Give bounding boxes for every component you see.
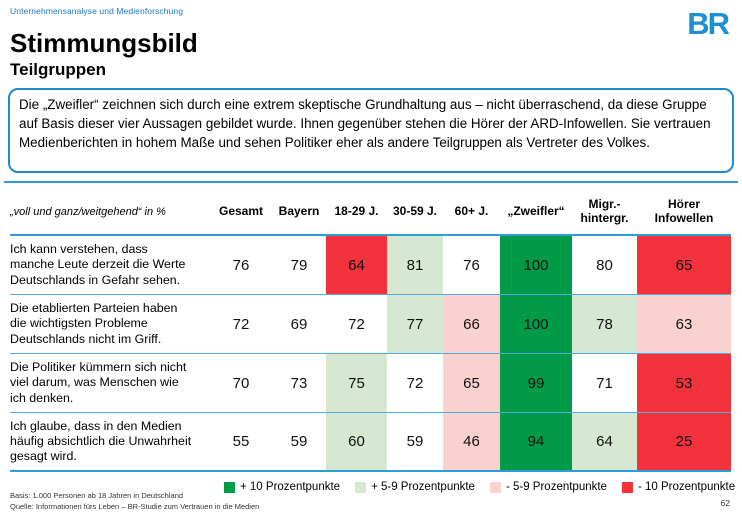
legend-item: + 10 Prozentpunkte [224, 481, 340, 493]
value-cell: 81 [387, 236, 443, 294]
value-cell: 59 [272, 413, 326, 470]
value-cell: 76 [443, 236, 500, 294]
value-cell: 72 [210, 295, 272, 353]
column-header: 18-29 J. [334, 204, 379, 219]
page-subtitle: Teilgruppen [10, 60, 107, 79]
legend-item: + 5-9 Prozentpunkte [355, 481, 475, 493]
legend-swatch [489, 481, 501, 493]
column-header: Gesamt [218, 204, 264, 219]
value-cell: 66 [443, 295, 500, 353]
value-cell: 78 [572, 295, 637, 353]
page-title: Stimmungsbild [10, 28, 198, 58]
value-cell: 60 [326, 413, 387, 470]
column-header: 30-59 J. [392, 204, 438, 219]
page-number: 62 [720, 498, 730, 508]
value-cell: 76 [210, 236, 272, 294]
summary-box: Die „Zweifler“ zeichnen sich durch eine … [8, 88, 734, 173]
value-cell: 94 [500, 413, 572, 470]
legend: + 10 Prozentpunkte + 5-9 Prozentpunkte - 5… [224, 481, 735, 493]
value-cell: 64 [572, 413, 637, 470]
table-row: Ich kann verstehen, dass manche Leute de… [10, 236, 731, 295]
department-label: Unternehmensanalyse und Medienforschung [10, 6, 184, 16]
value-cell: 65 [443, 354, 500, 412]
value-cell: 72 [326, 295, 387, 353]
table-row: Die Politiker kümmern sich nicht viel da… [10, 354, 731, 413]
statement-cell: Die Politiker kümmern sich nicht viel da… [10, 360, 187, 405]
footer-basis: Basis: 1.000 Personen ab 18 Jahren in De… [10, 491, 184, 500]
value-cell: 100 [500, 295, 572, 353]
row-label-header: „voll und ganz/weitgehend“ in % [10, 206, 166, 218]
value-cell: 73 [272, 354, 326, 412]
value-cell: 65 [637, 236, 731, 294]
value-cell: 99 [500, 354, 572, 412]
legend-label: - 10 Prozentpunkte [637, 481, 736, 493]
table-row: Ich glaube, dass in den Medien häufig ab… [10, 413, 731, 472]
legend-label: + 10 Prozentpunkte [240, 481, 341, 493]
divider-rule [4, 181, 738, 183]
value-cell: 71 [572, 354, 637, 412]
table-row: Die etablierten Parteien haben die wicht… [10, 295, 731, 354]
legend-swatch [355, 481, 367, 493]
value-cell: 69 [272, 295, 326, 353]
value-cell: 79 [272, 236, 326, 294]
legend-swatch [621, 481, 633, 493]
value-cell: 77 [387, 295, 443, 353]
table-body: Ich kann verstehen, dass manche Leute de… [10, 236, 731, 472]
column-header: Bayern [278, 204, 320, 219]
value-cell: 25 [637, 413, 731, 470]
column-header: Hörer Infowellen [654, 197, 714, 225]
legend-swatch [224, 481, 235, 493]
results-table: „voll und ganz/weitgehend“ in % Gesamt Ba… [10, 190, 731, 472]
legend-item: - 10 Prozentpunkte [621, 481, 736, 493]
value-cell: 100 [500, 236, 572, 294]
value-cell: 72 [387, 354, 443, 412]
value-cell: 59 [387, 413, 443, 470]
column-header: „Zweifler“ [507, 204, 565, 219]
table-header-row: „voll und ganz/weitgehend“ in % Gesamt Ba… [10, 190, 731, 236]
legend-label: + 5-9 Prozentpunkte [371, 481, 475, 493]
value-cell: 53 [637, 354, 731, 412]
column-header: Migr.-hintergr. [580, 197, 629, 225]
statement-cell: Ich kann verstehen, dass manche Leute de… [10, 242, 186, 287]
value-cell: 80 [572, 236, 637, 294]
value-cell: 64 [326, 236, 387, 294]
legend-item: - 5-9 Prozentpunkte [489, 481, 607, 493]
value-cell: 75 [326, 354, 387, 412]
footer-source: Quelle: Informationen fürs Leben – BR-St… [10, 502, 260, 511]
br-logo: BR [687, 6, 730, 41]
value-cell: 63 [637, 295, 731, 353]
legend-label: - 5-9 Prozentpunkte [505, 481, 607, 493]
statement-cell: Ich glaube, dass in den Medien häufig ab… [10, 418, 192, 464]
statement-cell: Die etablierten Parteien haben die wicht… [10, 301, 178, 346]
summary-text: Die „Zweifler“ zeichnen sich durch eine … [19, 97, 711, 151]
value-cell: 70 [210, 354, 272, 412]
value-cell: 55 [210, 413, 272, 470]
value-cell: 46 [443, 413, 500, 470]
column-header: 60+ J. [454, 204, 489, 219]
